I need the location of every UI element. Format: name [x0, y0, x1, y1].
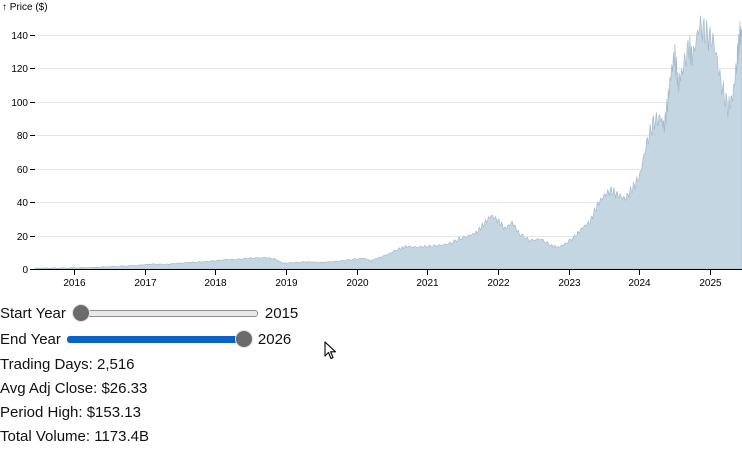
x-tick-label: 2020	[346, 278, 369, 289]
y-tick-label: 100	[11, 98, 28, 109]
x-tick-label: 2024	[628, 278, 651, 289]
y-tick-label: 120	[11, 64, 28, 75]
end-year-slider-thumb[interactable]	[235, 330, 253, 348]
avg-adj-close-stat: Avg Adj Close: $26.33	[0, 380, 147, 397]
y-axis: 0 20 40 60 80 100 120 140	[11, 31, 35, 276]
x-tick-label: 2018	[204, 278, 227, 289]
y-tick-label: 20	[17, 232, 29, 243]
start-year-control: Start Year 2015	[0, 302, 298, 324]
start-year-slider-thumb[interactable]	[72, 304, 90, 322]
end-year-value: 2026	[258, 331, 291, 348]
x-tick-label: 2016	[63, 278, 86, 289]
y-axis-title: ↑ Price ($)	[2, 2, 48, 13]
mouse-pointer-icon	[324, 341, 338, 361]
x-tick-label: 2025	[699, 278, 722, 289]
x-tick-label: 2021	[416, 278, 439, 289]
y-tick-label: 40	[17, 198, 29, 209]
x-axis: 2016 2017 2018 2019 2020 2021 2022 2023 2024 2025	[35, 270, 742, 290]
y-tick-label: 140	[11, 31, 28, 42]
period-high-stat: Period High: $153.13	[0, 404, 141, 421]
start-year-value: 2015	[265, 305, 298, 322]
end-year-slider-fill	[67, 336, 244, 343]
total-volume-stat: Total Volume: 1173.4B	[0, 428, 149, 445]
x-tick-label: 2017	[134, 278, 157, 289]
trading-days-stat: Trading Days: 2,516	[0, 356, 135, 373]
x-tick-label: 2019	[275, 278, 298, 289]
y-tick-label: 80	[17, 131, 29, 142]
start-year-slider-track	[74, 310, 258, 317]
y-tick-label: 60	[17, 165, 29, 176]
start-year-slider[interactable]	[72, 302, 260, 324]
x-tick-label: 2022	[487, 278, 510, 289]
y-tick-label: 0	[22, 265, 28, 276]
end-year-slider[interactable]	[65, 328, 253, 350]
x-tick-label: 2023	[558, 278, 581, 289]
start-year-label: Start Year	[0, 305, 66, 322]
price-area-series	[35, 16, 742, 269]
end-year-control: End Year 2026	[0, 328, 291, 350]
end-year-label: End Year	[0, 331, 61, 348]
